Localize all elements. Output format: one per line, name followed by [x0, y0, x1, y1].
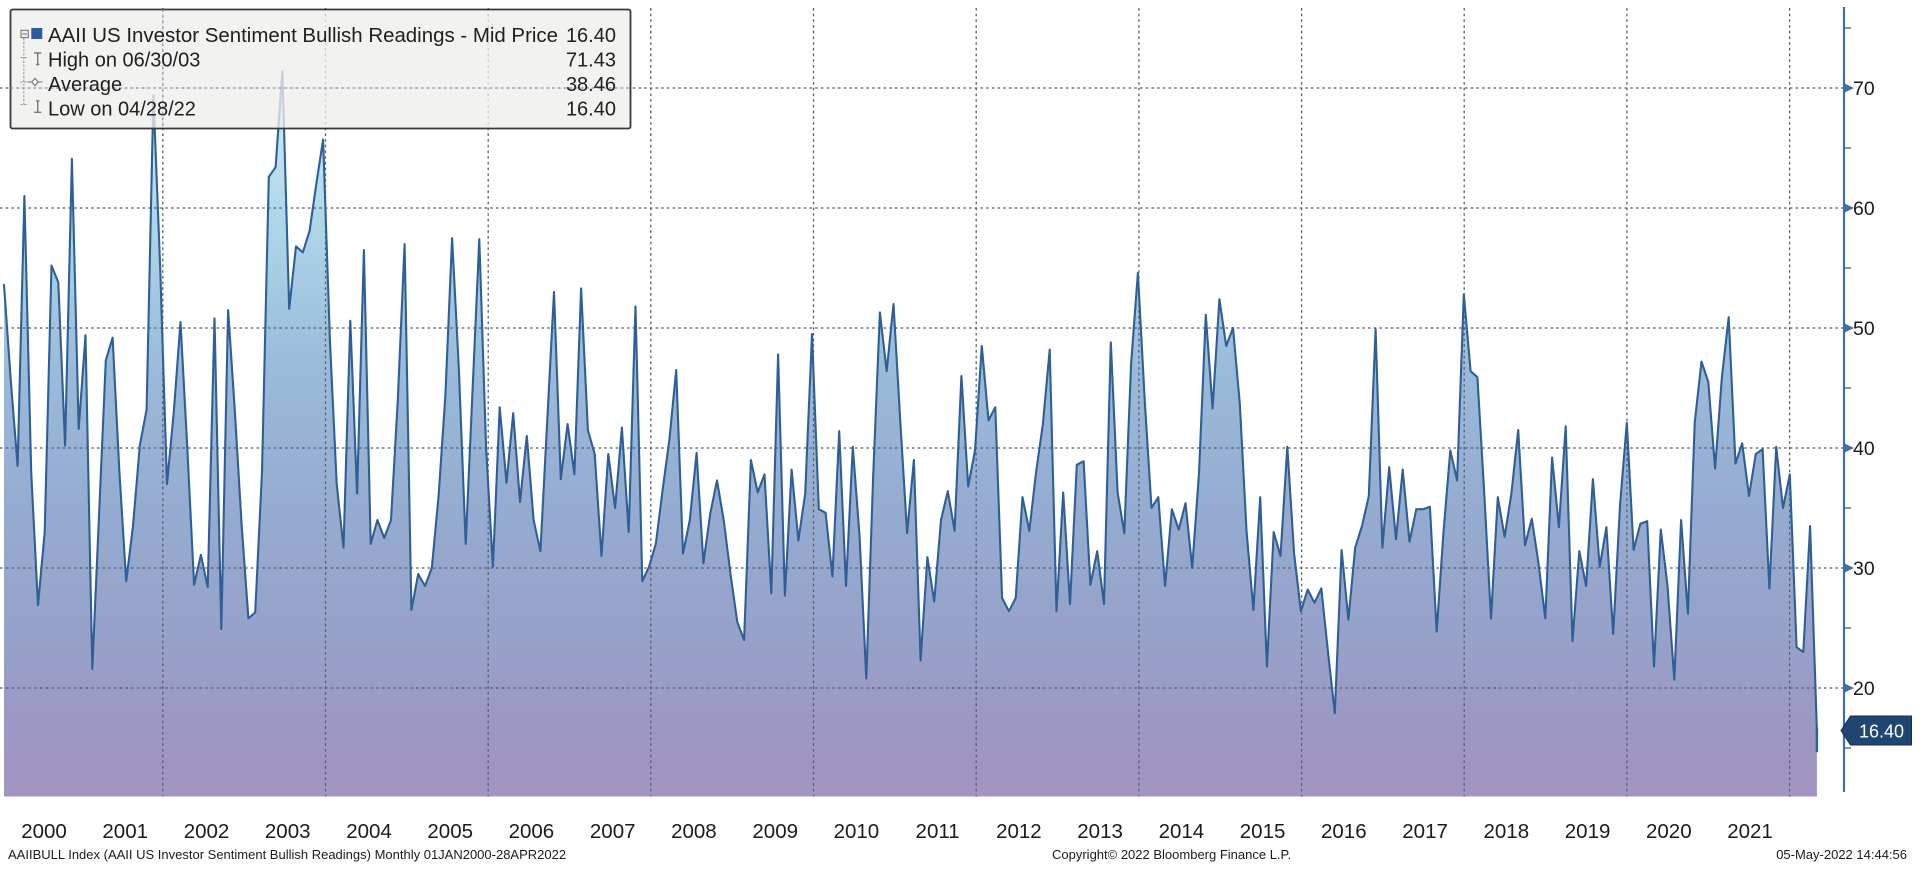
svg-text:05-May-2022 14:44:56: 05-May-2022 14:44:56: [1776, 847, 1907, 862]
svg-text:High on 06/30/03: High on 06/30/03: [48, 49, 200, 71]
svg-text:16.40: 16.40: [1859, 722, 1904, 742]
svg-text:2000: 2000: [21, 820, 67, 843]
svg-text:2014: 2014: [1159, 820, 1205, 843]
svg-text:38.46: 38.46: [566, 74, 616, 96]
svg-text:2015: 2015: [1240, 820, 1286, 843]
svg-text:2021: 2021: [1727, 820, 1773, 843]
svg-text:2007: 2007: [590, 820, 636, 843]
svg-text:2018: 2018: [1483, 820, 1529, 843]
svg-text:2003: 2003: [265, 820, 311, 843]
svg-text:AAII US Investor Sentiment Bul: AAII US Investor Sentiment Bullish Readi…: [48, 25, 558, 47]
svg-text:2009: 2009: [752, 820, 798, 843]
svg-text:2016: 2016: [1321, 820, 1367, 843]
svg-text:AAIIBULL Index (AAII US Invest: AAIIBULL Index (AAII US Investor Sentime…: [8, 847, 566, 862]
svg-text:Low on 04/28/22: Low on 04/28/22: [48, 98, 196, 120]
svg-text:60: 60: [1853, 198, 1875, 220]
svg-text:Average: Average: [48, 74, 122, 96]
svg-text:2012: 2012: [996, 820, 1042, 843]
svg-text:40: 40: [1853, 438, 1875, 460]
svg-text:16.40: 16.40: [566, 98, 616, 120]
svg-text:2008: 2008: [671, 820, 717, 843]
svg-text:50: 50: [1853, 318, 1875, 340]
svg-text:2017: 2017: [1402, 820, 1448, 843]
svg-text:2002: 2002: [184, 820, 230, 843]
svg-text:2013: 2013: [1077, 820, 1123, 843]
svg-text:Copyright© 2022 Bloomberg Fina: Copyright© 2022 Bloomberg Finance L.P.: [1052, 847, 1291, 862]
svg-text:2019: 2019: [1565, 820, 1611, 843]
svg-text:2001: 2001: [102, 820, 148, 843]
svg-text:16.40: 16.40: [566, 25, 616, 47]
svg-text:2004: 2004: [346, 820, 392, 843]
svg-text:2010: 2010: [834, 820, 880, 843]
svg-text:2005: 2005: [427, 820, 473, 843]
svg-text:2006: 2006: [509, 820, 555, 843]
svg-text:71.43: 71.43: [566, 49, 616, 71]
svg-text:70: 70: [1853, 78, 1875, 100]
svg-text:2020: 2020: [1646, 820, 1692, 843]
svg-text:20: 20: [1853, 678, 1875, 700]
svg-text:30: 30: [1853, 558, 1875, 580]
svg-text:2011: 2011: [916, 820, 960, 843]
